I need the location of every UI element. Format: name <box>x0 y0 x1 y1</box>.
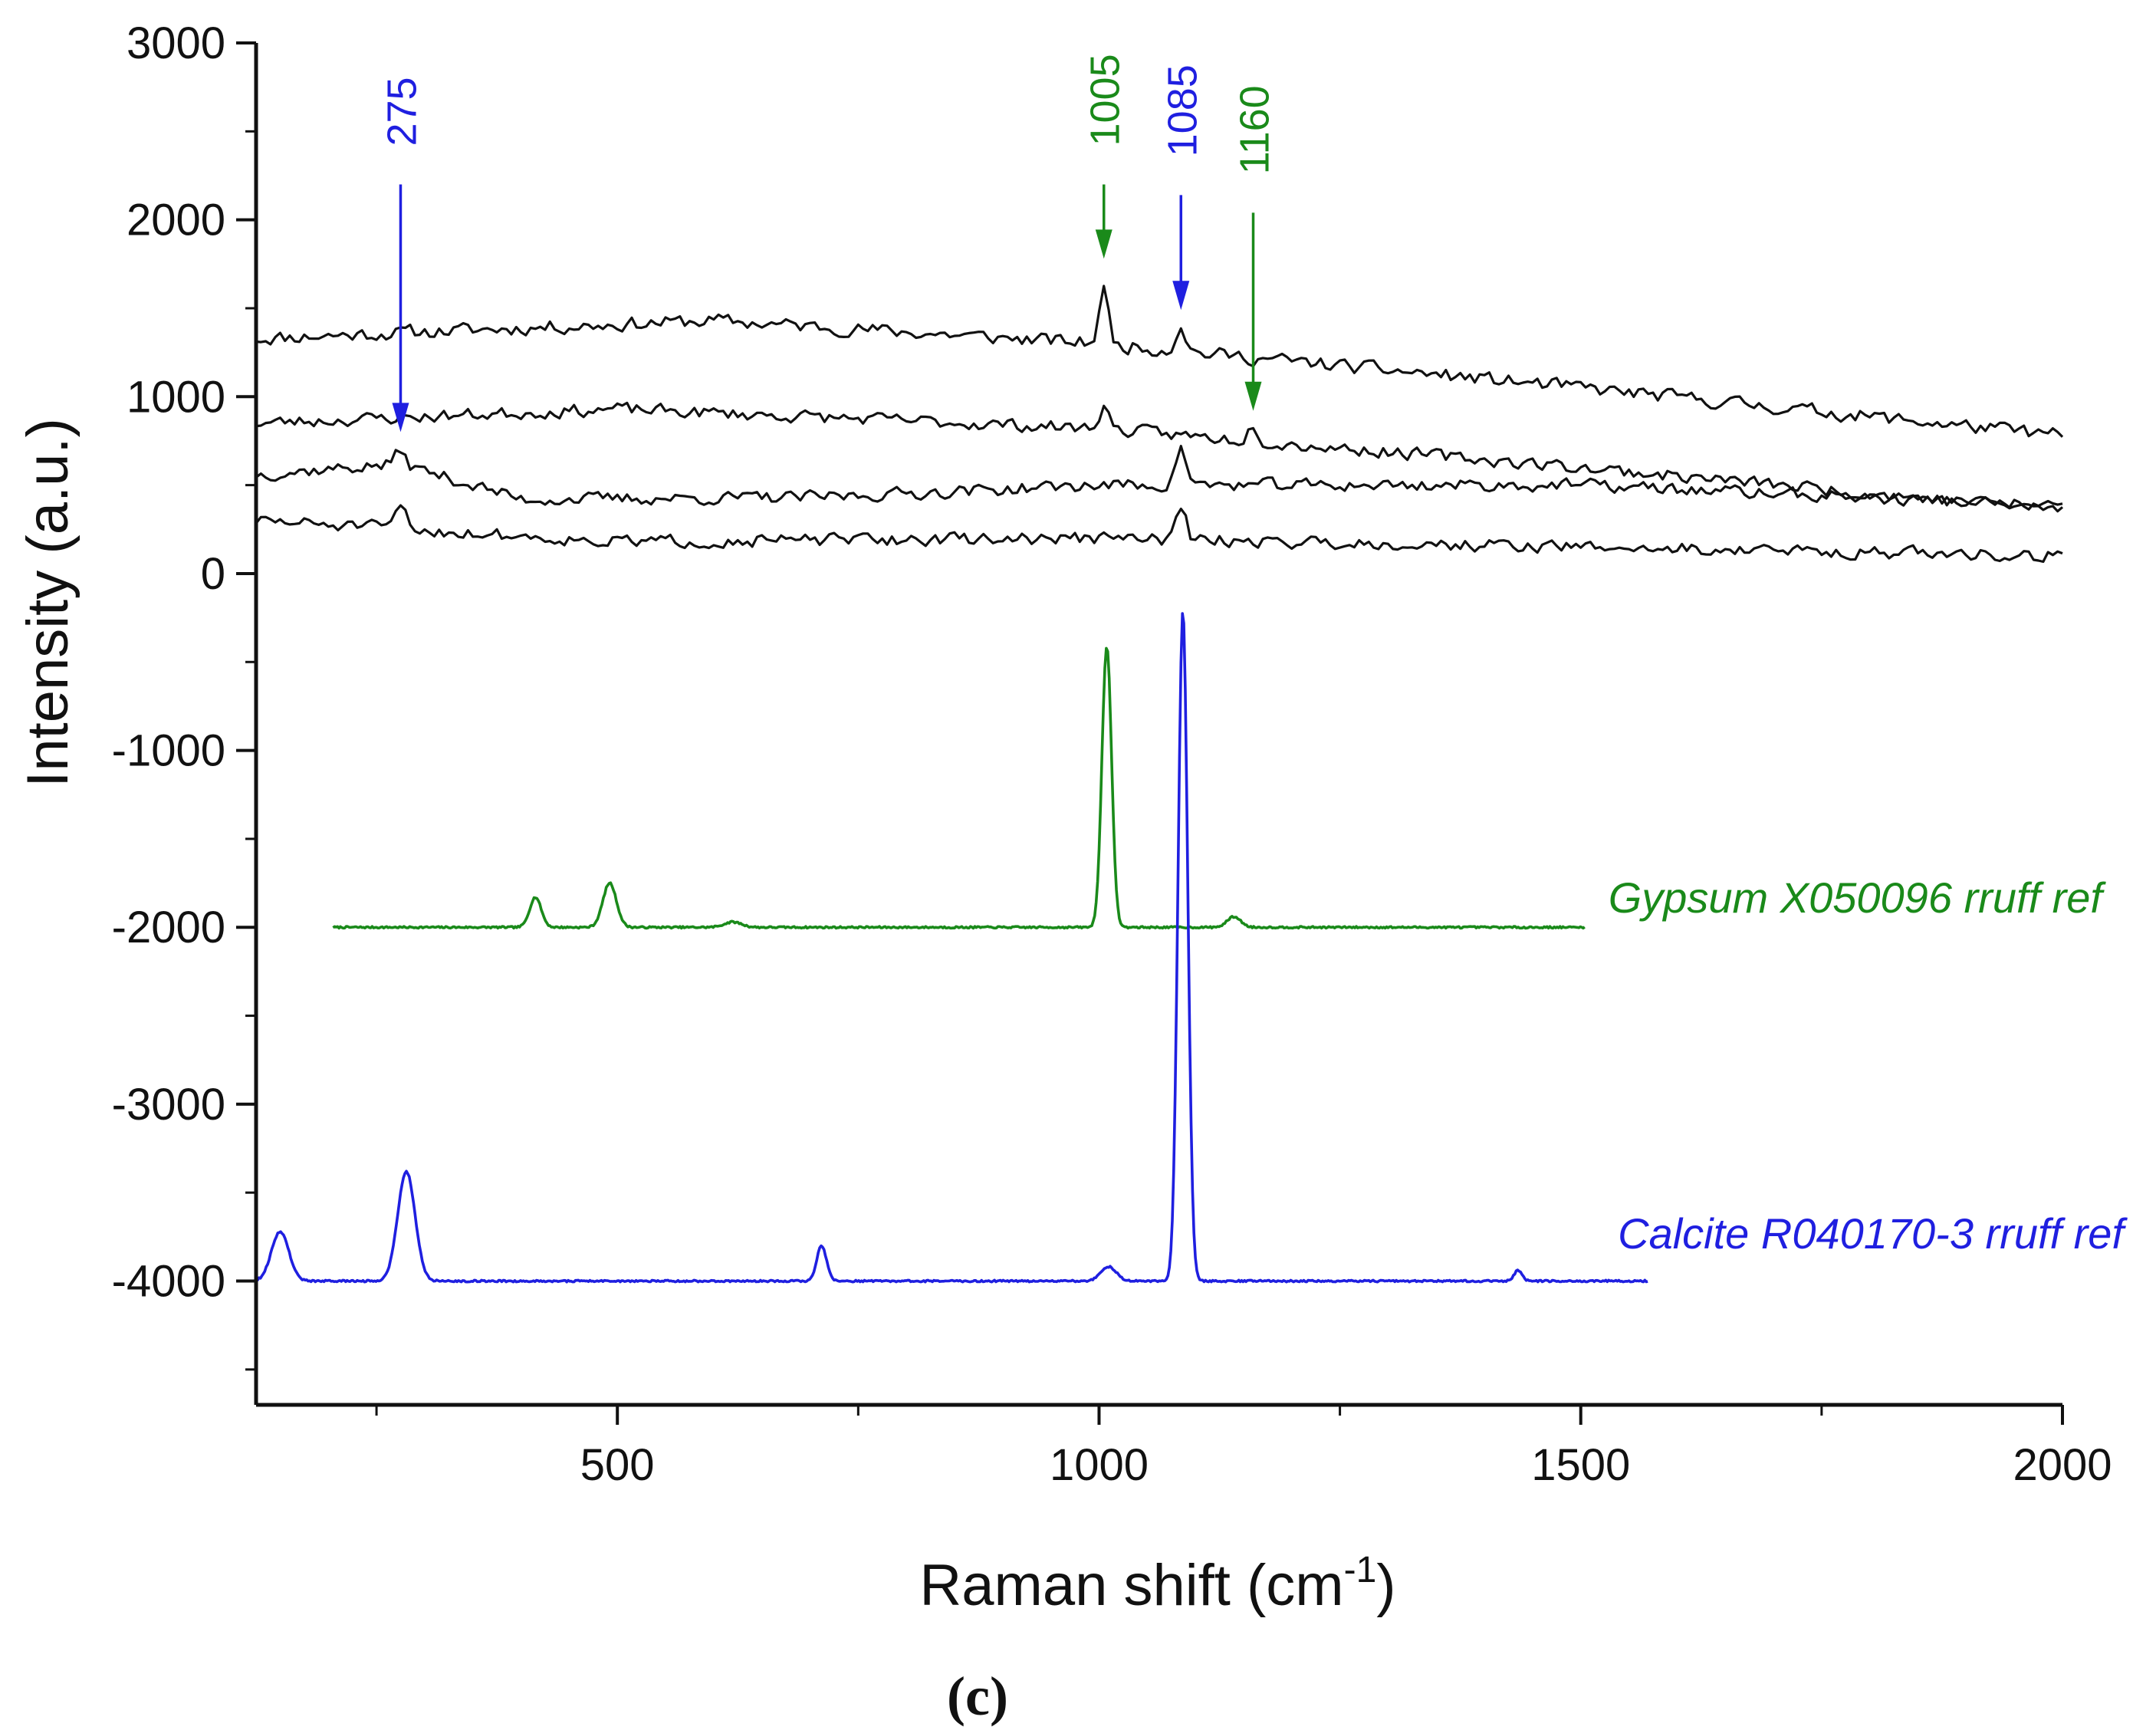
y-axis-title: Intensity (a.u.) <box>15 418 81 788</box>
y-tick-label: 2000 <box>127 196 225 245</box>
series-layer <box>255 284 2064 1284</box>
annotation-label-1085: 1085 <box>1159 64 1205 156</box>
x-axis-title-main: Raman shift (cm <box>919 1553 1343 1618</box>
sample-spectrum-3 <box>255 445 2063 511</box>
sample-spectrum-1 <box>255 284 2064 438</box>
y-tick-label: 3000 <box>127 18 225 68</box>
y-tick-label: -2000 <box>112 903 225 952</box>
annotation-arrowhead-1160 <box>1244 381 1262 411</box>
annotation-label-275: 275 <box>379 77 425 146</box>
axes-layer: 3000 2000 1000 0 -1000 -2000 -3000 -4000 500 1000… <box>112 18 2112 1490</box>
calcite-reference-label: Calcite R040170-3 rruff ref <box>1618 1209 2128 1258</box>
sample-spectrum-4 <box>255 504 2063 564</box>
annotation-arrowhead-1085 <box>1172 281 1190 311</box>
annotation-layer: 275 1005 1085 1160 <box>379 54 1278 432</box>
y-tick-label: -4000 <box>112 1257 225 1307</box>
y-tick-label: 0 <box>201 549 225 599</box>
x-axis-title: Raman shift (cm-1) <box>919 1550 1395 1618</box>
x-axis-title-superscript: -1 <box>1344 1550 1377 1590</box>
gypsum-reference-spectrum <box>332 646 1586 930</box>
annotation-arrowhead-1005 <box>1095 229 1113 259</box>
annotation-label-1005: 1005 <box>1083 54 1129 146</box>
sample-spectrum-2 <box>255 401 2064 513</box>
x-tick-label: 1500 <box>1531 1440 1630 1490</box>
y-tick-label: -3000 <box>112 1080 225 1130</box>
annotation-label-1160: 1160 <box>1232 85 1278 174</box>
gypsum-reference-label: Gypsum X050096 rruff ref <box>1609 873 2107 922</box>
annotation-arrowhead-275 <box>392 403 409 432</box>
x-tick-label: 500 <box>580 1440 655 1490</box>
calcite-reference-spectrum <box>255 612 1648 1284</box>
y-tick-label: 1000 <box>127 372 225 422</box>
y-tick-label: -1000 <box>112 726 225 776</box>
x-tick-label: 2000 <box>2013 1440 2112 1490</box>
x-axis-title-close: ) <box>1376 1553 1395 1618</box>
panel-label: (c) <box>947 1666 1008 1727</box>
x-tick-label: 1000 <box>1050 1440 1149 1490</box>
